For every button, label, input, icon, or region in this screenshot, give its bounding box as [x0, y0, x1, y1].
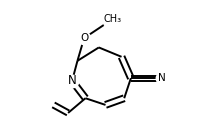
Text: N: N — [157, 73, 165, 83]
Text: CH₃: CH₃ — [103, 14, 121, 24]
Text: N: N — [67, 74, 76, 87]
Text: O: O — [80, 33, 88, 43]
